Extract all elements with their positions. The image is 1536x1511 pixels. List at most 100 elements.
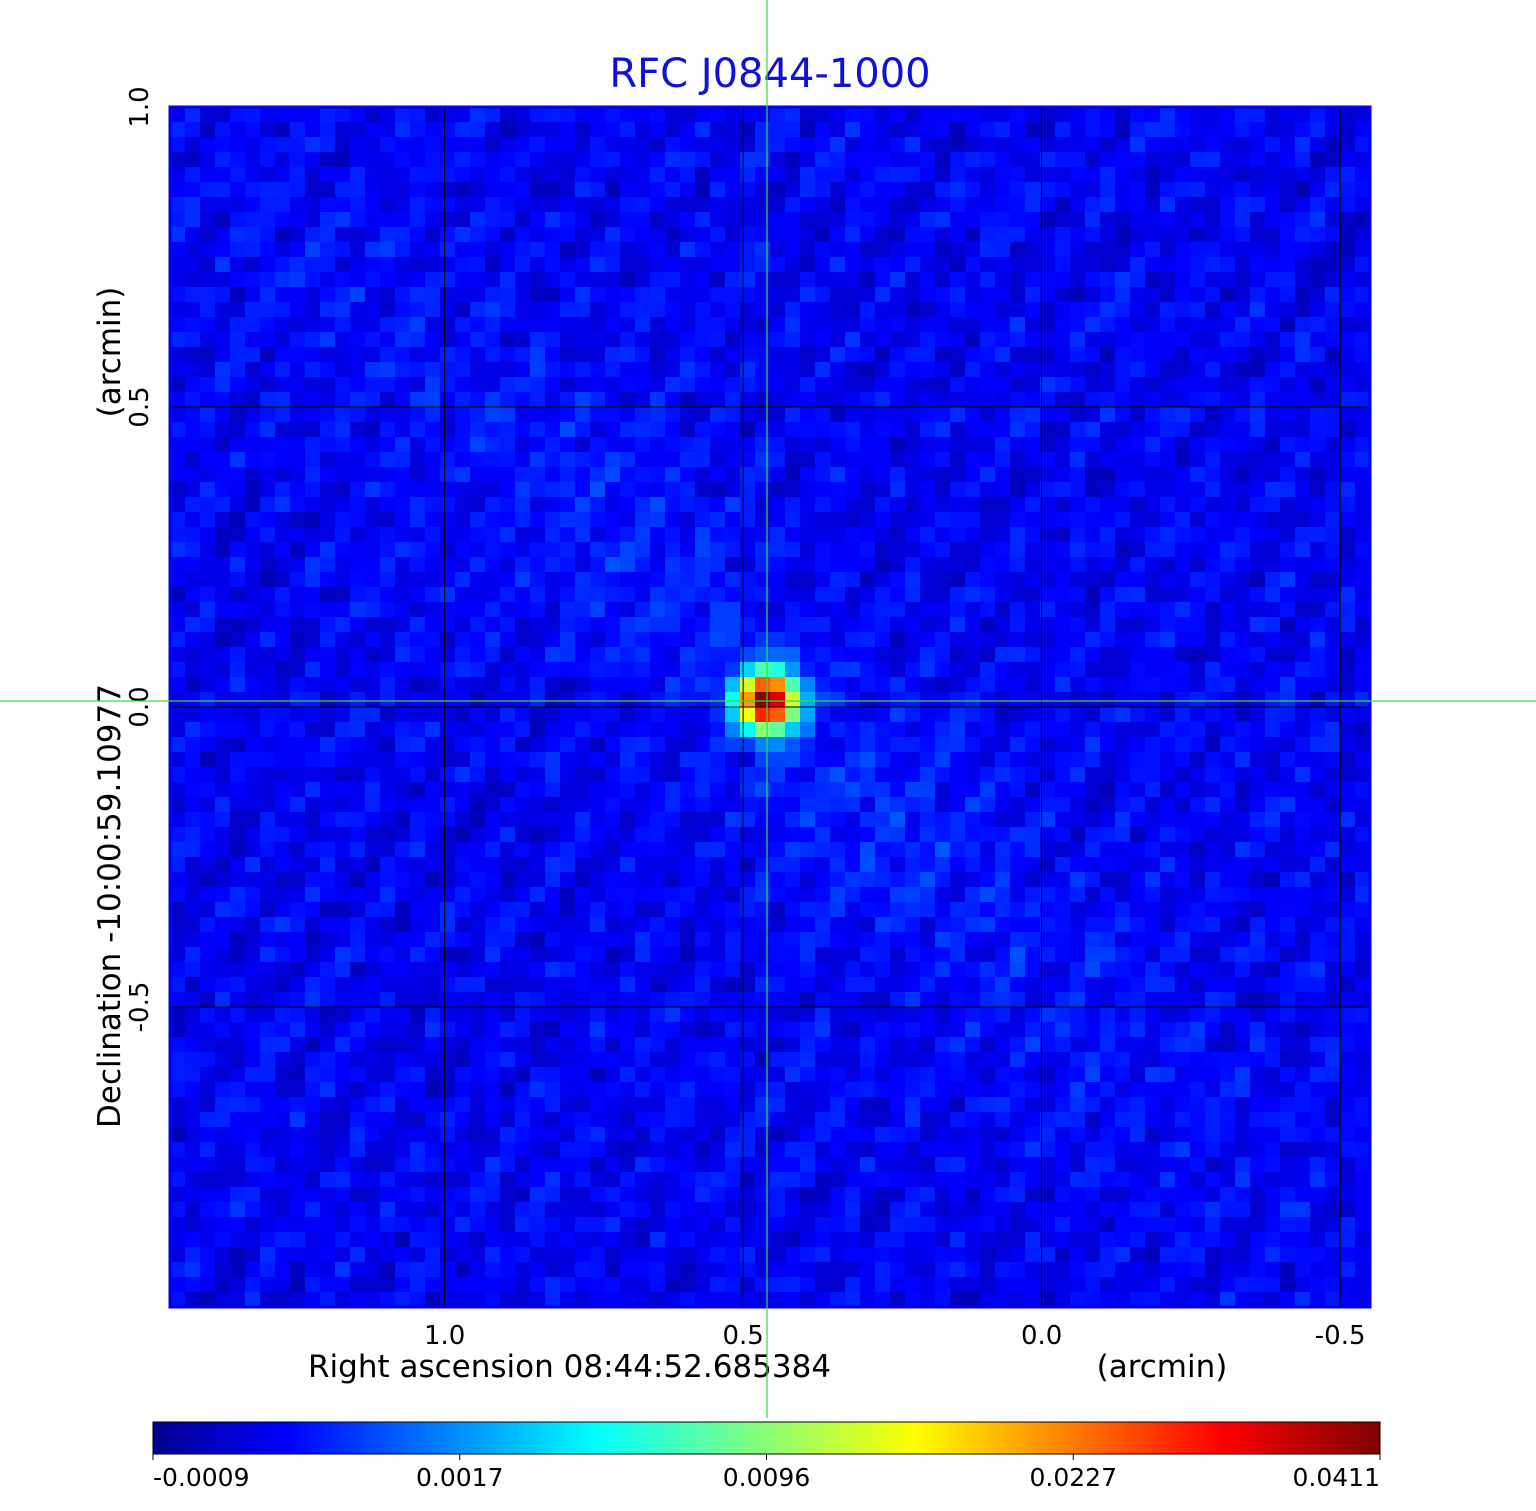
image-pixel: [1220, 707, 1236, 723]
image-pixel: [410, 692, 426, 708]
image-pixel: [665, 962, 681, 978]
image-pixel: [1175, 857, 1191, 873]
image-pixel: [215, 767, 231, 783]
image-pixel: [350, 1037, 366, 1053]
image-pixel: [275, 962, 291, 978]
image-pixel: [185, 842, 201, 858]
image-pixel: [725, 527, 741, 543]
image-pixel: [1295, 677, 1311, 693]
image-pixel: [245, 392, 261, 408]
image-pixel: [1100, 692, 1116, 708]
image-pixel: [995, 692, 1011, 708]
image-pixel: [950, 782, 966, 798]
image-pixel: [1325, 212, 1341, 228]
image-pixel: [425, 737, 441, 753]
image-pixel: [1010, 542, 1026, 558]
image-pixel: [1310, 227, 1326, 243]
image-pixel: [1070, 392, 1086, 408]
image-pixel: [215, 737, 231, 753]
image-pixel: [245, 272, 261, 288]
image-pixel: [200, 707, 216, 723]
image-pixel: [335, 557, 351, 573]
image-pixel: [410, 542, 426, 558]
image-pixel: [875, 767, 891, 783]
image-pixel: [1010, 167, 1026, 183]
image-pixel: [245, 497, 261, 513]
image-pixel: [605, 152, 621, 168]
image-pixel: [200, 872, 216, 888]
image-pixel: [260, 887, 276, 903]
image-pixel: [800, 947, 816, 963]
image-pixel: [170, 1022, 186, 1038]
image-pixel: [1280, 737, 1296, 753]
image-pixel: [1100, 467, 1116, 483]
image-pixel: [575, 722, 591, 738]
image-pixel: [875, 542, 891, 558]
image-pixel: [230, 332, 246, 348]
image-pixel: [530, 407, 546, 423]
image-pixel: [1055, 917, 1071, 933]
image-pixel: [1340, 332, 1356, 348]
image-pixel: [860, 107, 876, 123]
image-pixel: [1100, 1022, 1116, 1038]
image-pixel: [395, 122, 411, 138]
image-pixel: [410, 377, 426, 393]
image-pixel: [1310, 182, 1326, 198]
image-pixel: [215, 962, 231, 978]
image-pixel: [1040, 872, 1056, 888]
image-pixel: [1265, 872, 1281, 888]
image-pixel: [515, 812, 531, 828]
image-pixel: [740, 722, 756, 738]
image-pixel: [230, 212, 246, 228]
image-pixel: [875, 722, 891, 738]
image-pixel: [290, 332, 306, 348]
image-pixel: [815, 302, 831, 318]
image-pixel: [1355, 347, 1370, 363]
image-pixel: [1280, 332, 1296, 348]
image-pixel: [1070, 692, 1086, 708]
image-pixel: [815, 632, 831, 648]
image-pixel: [785, 782, 801, 798]
image-pixel: [1295, 662, 1311, 678]
image-pixel: [350, 797, 366, 813]
image-pixel: [590, 917, 606, 933]
image-pixel: [1205, 272, 1221, 288]
image-pixel: [755, 662, 771, 678]
image-pixel: [980, 902, 996, 918]
image-pixel: [200, 107, 216, 123]
image-pixel: [1190, 392, 1206, 408]
image-pixel: [1010, 497, 1026, 513]
image-pixel: [260, 467, 276, 483]
image-pixel: [590, 227, 606, 243]
image-pixel: [425, 1037, 441, 1053]
image-pixel: [395, 377, 411, 393]
image-pixel: [605, 407, 621, 423]
image-pixel: [365, 752, 381, 768]
image-pixel: [680, 197, 696, 213]
image-pixel: [605, 542, 621, 558]
image-pixel: [755, 407, 771, 423]
image-pixel: [1355, 707, 1370, 723]
image-pixel: [1205, 572, 1221, 588]
image-pixel: [335, 422, 351, 438]
image-pixel: [1025, 137, 1041, 153]
image-pixel: [1055, 242, 1071, 258]
image-pixel: [170, 542, 186, 558]
image-pixel: [1295, 527, 1311, 543]
image-pixel: [320, 767, 336, 783]
image-pixel: [740, 497, 756, 513]
image-pixel: [335, 602, 351, 618]
image-pixel: [1100, 662, 1116, 678]
image-pixel: [260, 902, 276, 918]
image-pixel: [590, 992, 606, 1008]
image-pixel: [1160, 602, 1176, 618]
image-pixel: [455, 977, 471, 993]
image-pixel: [1040, 1007, 1056, 1023]
image-pixel: [230, 107, 246, 123]
image-pixel: [170, 947, 186, 963]
image-pixel: [1085, 422, 1101, 438]
image-pixel: [800, 302, 816, 318]
image-pixel: [965, 587, 981, 603]
image-pixel: [635, 887, 651, 903]
image-pixel: [680, 512, 696, 528]
